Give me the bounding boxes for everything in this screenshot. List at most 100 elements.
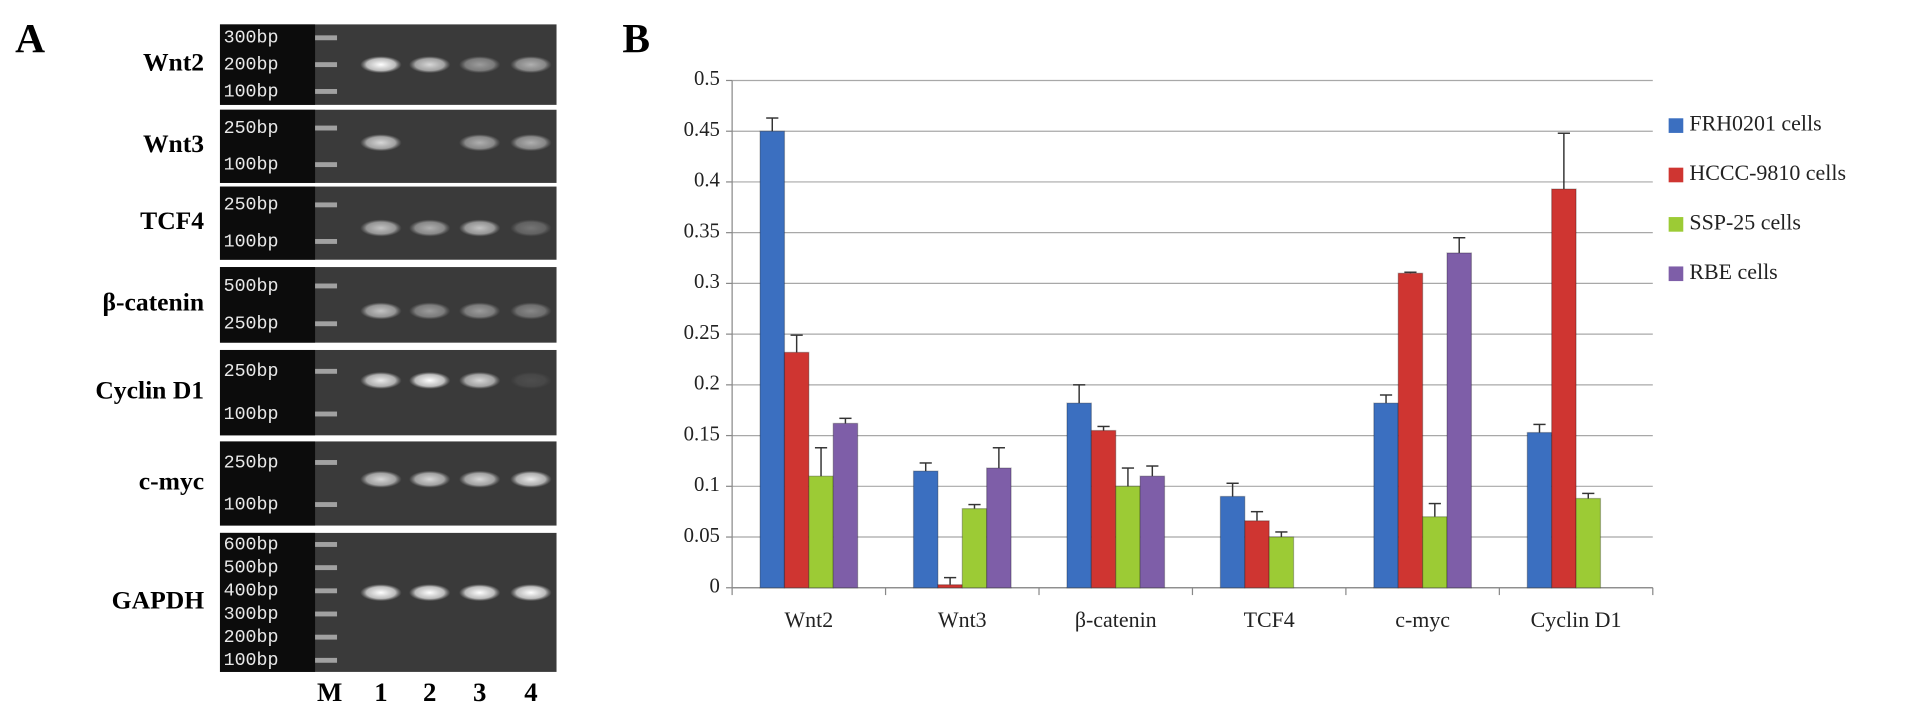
x-tick-label: Wnt3 xyxy=(938,607,987,632)
gene-label: Wnt3 xyxy=(143,129,204,158)
y-tick-label: 0.1 xyxy=(694,474,720,496)
ladder-label: 100bp xyxy=(224,155,279,175)
ladder-label: 200bp xyxy=(224,628,279,648)
bar xyxy=(1551,188,1577,589)
error-bar xyxy=(1453,237,1466,253)
gel-band xyxy=(458,371,501,389)
error-bar xyxy=(814,447,828,477)
ladder-band xyxy=(315,239,338,244)
bar xyxy=(1373,402,1399,589)
bar xyxy=(1066,402,1092,589)
x-tick-label: Cyclin D1 xyxy=(1531,607,1622,632)
ladder-band xyxy=(315,611,338,617)
legend-swatch xyxy=(1668,167,1684,183)
bar xyxy=(1575,497,1602,589)
ladder-label: 400bp xyxy=(224,582,279,602)
error-bar xyxy=(1275,531,1288,538)
bar xyxy=(1422,516,1448,589)
ladder-label: 250bp xyxy=(224,362,279,382)
gel-band xyxy=(458,219,501,237)
y-tick-label: 0.05 xyxy=(684,525,720,547)
gel-band xyxy=(458,56,501,74)
ladder-band xyxy=(315,62,338,68)
y-tick-label: 0.2 xyxy=(694,373,720,395)
panel-label: B xyxy=(622,15,650,61)
gel-band xyxy=(360,219,402,237)
gene-label: Wnt2 xyxy=(143,48,204,77)
ladder-band xyxy=(315,321,338,327)
bar xyxy=(759,130,786,589)
gel-band xyxy=(360,302,402,320)
bar xyxy=(1115,485,1141,589)
gel-band xyxy=(408,219,451,237)
ladder-label: 500bp xyxy=(224,558,279,578)
ladder-band xyxy=(315,35,338,41)
bar xyxy=(1139,475,1166,589)
error-bar xyxy=(790,334,803,353)
ladder-band xyxy=(315,283,338,289)
gel-band xyxy=(408,371,451,389)
ladder-label: 100bp xyxy=(224,232,279,252)
ladder-band xyxy=(315,502,338,507)
error-bar xyxy=(1250,510,1264,521)
ladder-label: 250bp xyxy=(224,196,279,216)
gel-band xyxy=(510,219,552,237)
error-bar xyxy=(1379,394,1393,404)
bar xyxy=(1446,252,1473,589)
lane-label: M xyxy=(317,677,342,707)
gel-ladder-area xyxy=(219,349,316,436)
legend-label: RBE cells xyxy=(1689,259,1777,284)
ladder-label: 250bp xyxy=(224,315,279,335)
error-bar xyxy=(766,117,779,132)
legend-swatch xyxy=(1668,118,1684,133)
ladder-band xyxy=(315,89,338,94)
gel-ladder-area xyxy=(219,267,316,343)
gel-band xyxy=(408,302,451,320)
ladder-label: 100bp xyxy=(224,82,279,102)
gene-label: c-myc xyxy=(139,466,204,495)
ladder-band xyxy=(315,542,338,547)
ladder-band xyxy=(315,411,338,417)
ladder-label: 250bp xyxy=(224,119,279,139)
gel-band xyxy=(360,584,402,602)
error-bar xyxy=(1226,482,1239,497)
x-tick-label: TCF4 xyxy=(1244,607,1295,632)
gel-band xyxy=(360,470,402,488)
bar xyxy=(912,470,939,589)
error-bar xyxy=(1404,271,1417,274)
gene-label: GAPDH xyxy=(112,585,205,614)
gel-ladder-area xyxy=(219,24,316,105)
ladder-band xyxy=(315,125,338,131)
gel-band xyxy=(360,371,402,389)
gel-ladder-area xyxy=(219,532,316,672)
legend-label: SSP-25 cells xyxy=(1689,209,1801,234)
lane-label: 2 xyxy=(423,677,436,707)
gel-band xyxy=(510,371,552,389)
gel-band xyxy=(408,584,451,602)
legend-swatch xyxy=(1668,266,1684,282)
gel-ladder-area xyxy=(219,109,316,183)
error-bar xyxy=(1533,423,1546,433)
y-tick-label: 0 xyxy=(710,576,720,598)
lane-label: 3 xyxy=(473,677,486,707)
bar xyxy=(1244,520,1270,589)
gel-band xyxy=(458,134,501,152)
bar xyxy=(961,508,988,589)
y-tick-label: 0.35 xyxy=(684,220,720,242)
gene-label: β-catenin xyxy=(102,288,204,317)
error-bar xyxy=(992,447,1005,469)
bar xyxy=(832,422,859,589)
ladder-label: 500bp xyxy=(224,277,279,297)
legend-label: FRH0201 cells xyxy=(1689,111,1821,136)
gene-label: Cyclin D1 xyxy=(95,376,204,405)
error-bar xyxy=(1121,467,1135,487)
bar xyxy=(1219,495,1246,589)
ladder-band xyxy=(315,634,338,640)
y-tick-label: 0.25 xyxy=(684,322,720,344)
error-bar xyxy=(968,503,981,509)
gel-band xyxy=(458,470,501,488)
gel-band xyxy=(458,302,501,320)
bar-chart: 0 0.05 0.1 0.15 0.2 0.25 0.3 0.35 0.4 0.45 0.5 Wnt2… xyxy=(684,68,1846,632)
bar xyxy=(1268,536,1295,589)
